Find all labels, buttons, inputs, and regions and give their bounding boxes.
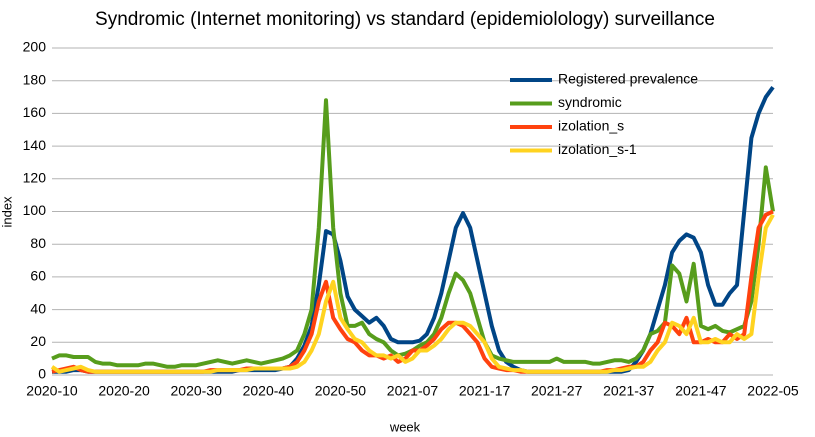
x-tick-label: 2020-30 [171,383,223,399]
legend-label: syndromic [558,94,622,110]
x-tick-label: 2021-37 [603,383,655,399]
x-tick-label: 2021-17 [459,383,511,399]
y-tick-label: 60 [30,268,46,284]
x-tick-label: 2021-27 [531,383,583,399]
x-tick-label: 2020-50 [315,383,367,399]
x-axis-label: week [389,419,421,434]
x-tick-label: 2020-20 [98,383,150,399]
x-tick-label: 2020-40 [243,383,295,399]
y-tick-label: 200 [23,39,47,55]
y-tick-label: 120 [23,170,47,186]
legend-label: izolation_s-1 [558,141,637,157]
y-tick-label: 20 [30,333,46,349]
y-tick-label: 100 [23,202,47,218]
y-tick-label: 0 [38,366,46,382]
x-tick-label: 2021-07 [387,383,439,399]
y-tick-label: 160 [23,104,47,120]
x-tick-label: 2020-10 [26,383,78,399]
y-axis-label: index [0,196,14,228]
chart-title: Syndromic (Internet monitoring) vs stand… [95,9,715,30]
y-tick-label: 140 [23,137,47,153]
y-tick-label: 180 [23,71,47,87]
y-tick-label: 80 [30,235,46,251]
legend-label: Registered prevalence [558,71,698,87]
line-series [50,213,775,374]
x-tick-label: 2021-47 [675,383,727,399]
legend-label: izolation_s [558,118,624,134]
x-tick-label: 2022-05 [747,383,799,399]
line-series [52,86,775,374]
y-tick-label: 40 [30,300,46,316]
